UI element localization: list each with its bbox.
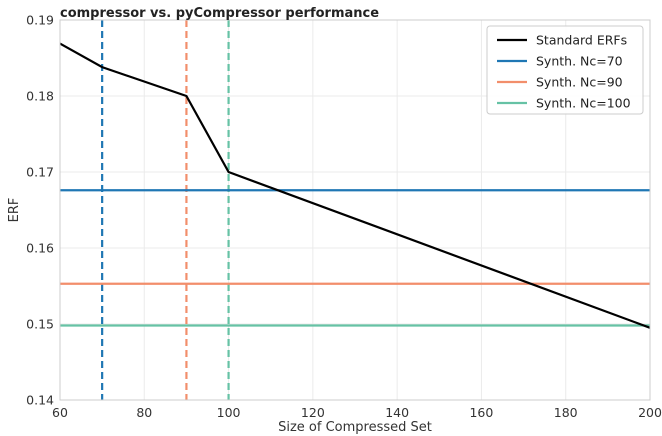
legend-entry-label: Synth. Nc=70 <box>536 54 623 69</box>
series-group <box>59 42 651 329</box>
chart-title: compressor vs. pyCompressor performance <box>60 6 379 21</box>
x-tick-label: 200 <box>638 405 662 420</box>
y-tick-label: 0.17 <box>26 165 54 180</box>
x-tick-label: 80 <box>136 405 152 420</box>
y-axis-label: ERF <box>7 198 22 223</box>
x-tick-label: 160 <box>469 405 493 420</box>
y-tick-label: 0.14 <box>26 393 54 408</box>
standard-erf-series-line <box>59 42 651 329</box>
legend-entry-label: Synth. Nc=90 <box>536 75 623 90</box>
x-tick-label: 60 <box>52 405 68 420</box>
x-tick-label: 180 <box>554 405 578 420</box>
x-tick-label: 120 <box>301 405 325 420</box>
y-tick-label: 0.18 <box>26 89 54 104</box>
y-tick-label: 0.19 <box>26 13 54 28</box>
y-tick-label: 0.15 <box>26 317 54 332</box>
x-axis-label: Size of Compressed Set <box>278 420 432 435</box>
legend: Standard ERFs Synth. Nc=70 Synth. Nc=90 Syn… <box>486 25 644 115</box>
x-tick-label: 140 <box>385 405 409 420</box>
nc-markers <box>101 20 230 400</box>
legend-entry-label: Standard ERFs <box>536 33 627 48</box>
y-tick-label: 0.16 <box>26 241 54 256</box>
y-axis: 0.14 0.15 0.16 0.17 0.18 0.19 <box>26 13 54 408</box>
legend-box <box>486 25 644 115</box>
legend-entry-label: Synth. Nc=100 <box>536 96 631 111</box>
x-axis: 60 80 100 120 140 160 180 200 <box>52 405 662 420</box>
plot-frame <box>59 19 651 401</box>
x-tick-label: 100 <box>217 405 241 420</box>
